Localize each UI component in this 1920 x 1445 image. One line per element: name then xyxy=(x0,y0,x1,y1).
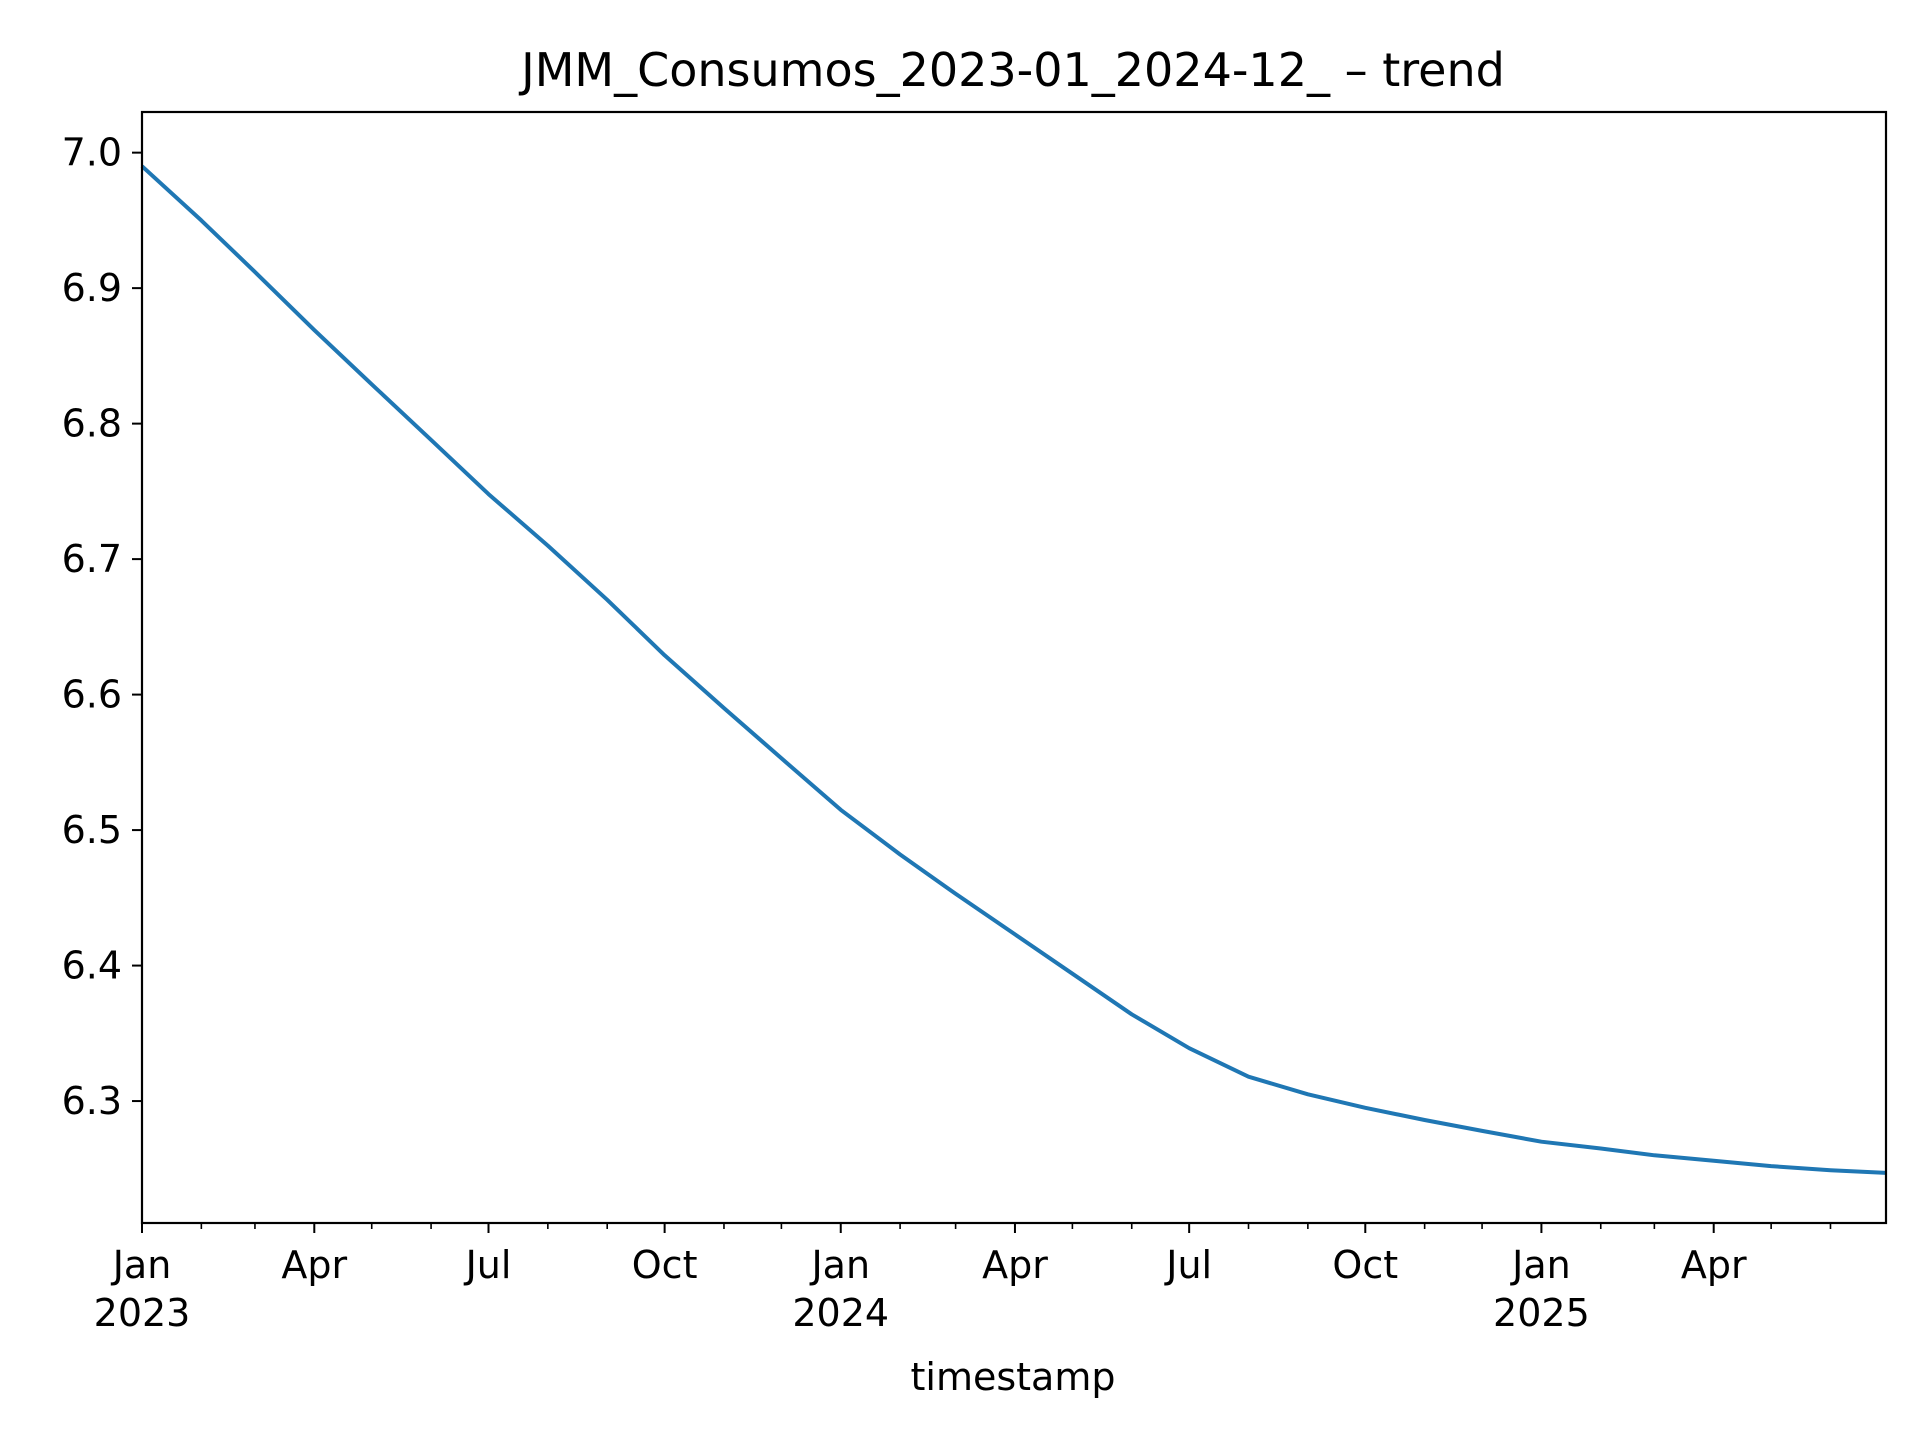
y-tick-label: 6.4 xyxy=(62,944,122,988)
x-tick-label: Apr xyxy=(1681,1243,1747,1287)
y-tick-label: 6.6 xyxy=(62,673,122,717)
x-tick-label: Jan xyxy=(111,1243,172,1287)
y-tick-label: 7.0 xyxy=(62,131,122,175)
x-tick-label: 2023 xyxy=(94,1291,191,1335)
x-tick-label: Oct xyxy=(1332,1243,1398,1287)
x-axis-label: timestamp xyxy=(911,1355,1116,1399)
x-tick-label: Jul xyxy=(464,1243,512,1287)
x-tick-label: Jul xyxy=(1164,1243,1212,1287)
y-tick-label: 6.3 xyxy=(62,1079,122,1123)
y-tick-label: 6.5 xyxy=(62,808,122,852)
x-tick-label: Jan xyxy=(1510,1243,1571,1287)
x-tick-label: Apr xyxy=(281,1243,347,1287)
y-tick-label: 6.8 xyxy=(62,402,122,446)
x-tick-label: 2024 xyxy=(792,1291,889,1335)
y-tick-label: 6.7 xyxy=(62,537,122,581)
series-line-0 xyxy=(140,164,1887,1175)
y-tick-label: 6.9 xyxy=(62,266,122,310)
x-tick-label: Jan xyxy=(809,1243,870,1287)
x-tick-label: 2025 xyxy=(1493,1291,1590,1335)
x-tick-label: Oct xyxy=(632,1243,698,1287)
x-tick-label: Apr xyxy=(982,1243,1048,1287)
chart-title: JMM_Consumos_2023-01_2024-12_ – trend xyxy=(518,43,1505,97)
y-axis: 6.3 6.4 6.5 6.6 6.7 6.8 6.9 7.0 xyxy=(62,131,142,1123)
